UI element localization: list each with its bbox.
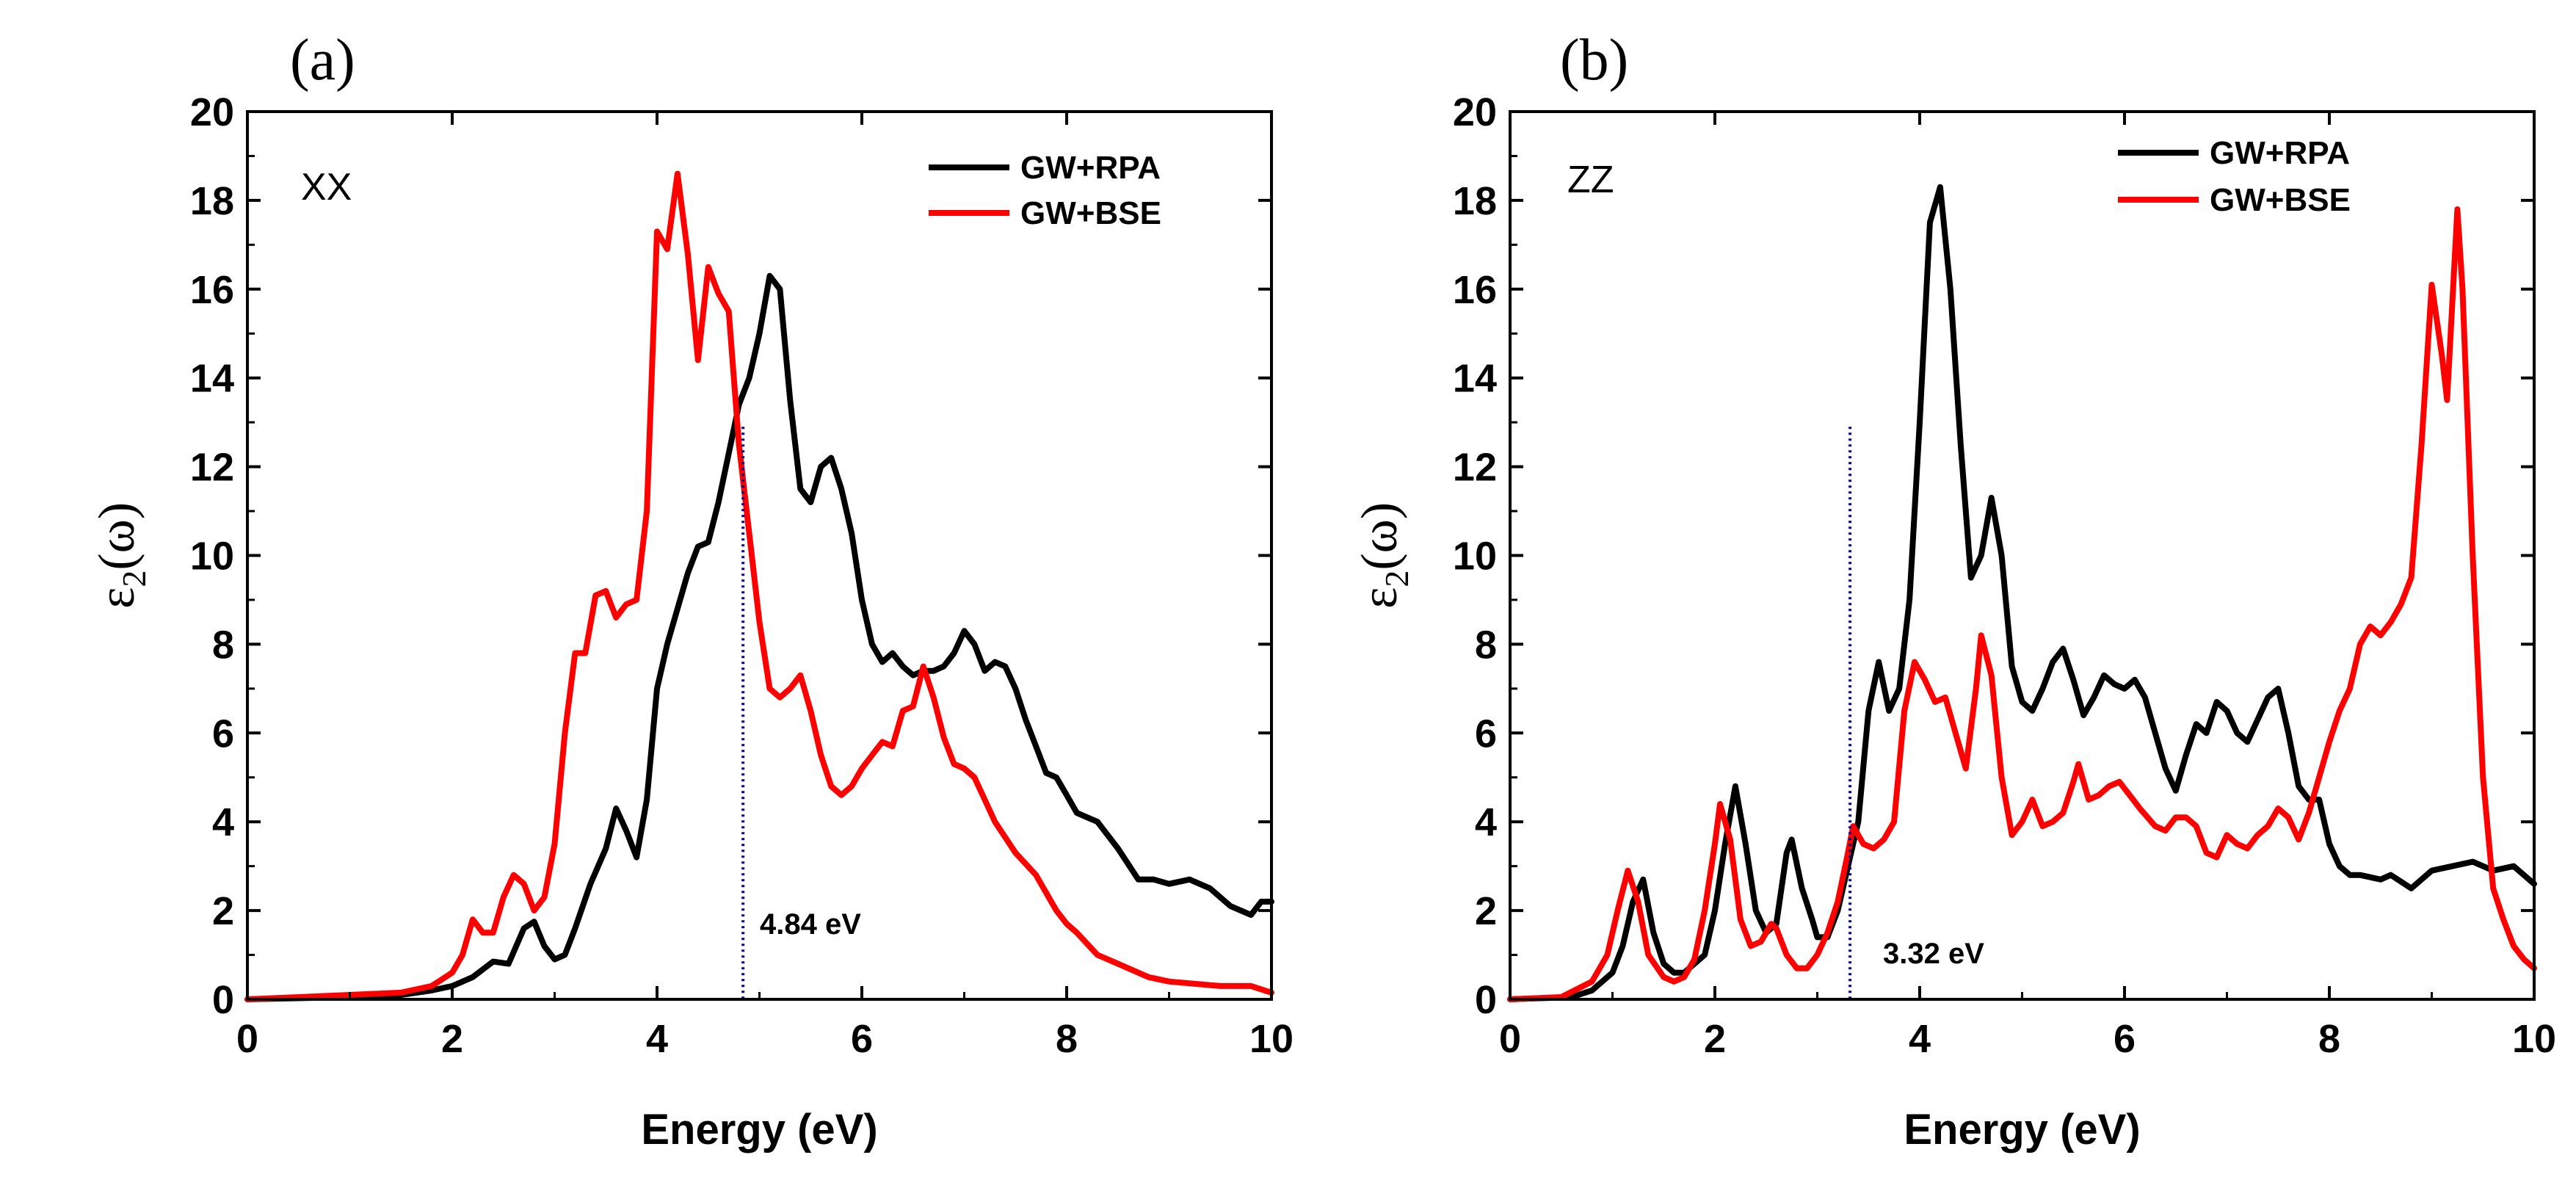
- series-line-gw-rpa: [244, 272, 1274, 1002]
- y-tick-label: 10: [190, 535, 234, 579]
- y-label-symbol: ε: [89, 587, 145, 609]
- legend: GW+RPA GW+BSE: [929, 150, 1161, 231]
- y-axis-label: ε2(ω): [89, 502, 153, 609]
- y-label-argument: (ω): [89, 502, 145, 571]
- y-tick-label: 14: [1453, 357, 1497, 401]
- y-tick-label: 12: [190, 446, 234, 490]
- y-tick-label: 18: [190, 179, 234, 223]
- x-tick-label: 8: [1056, 1017, 1078, 1061]
- series-line-gw-rpa: [1507, 184, 2537, 1002]
- x-tick-label: 0: [1499, 1017, 1521, 1061]
- plot-frame: [1509, 110, 2536, 1001]
- annotation-label: 4.84 eV: [760, 908, 861, 941]
- y-tick-label: 8: [1475, 623, 1497, 667]
- y-tick-label: 2: [212, 889, 234, 933]
- x-tick-label: 2: [1704, 1017, 1726, 1061]
- x-tick-label: 6: [851, 1017, 873, 1061]
- y-tick-label: 0: [212, 978, 234, 1022]
- y-label-subscript: 2: [1378, 571, 1415, 587]
- component-label: XX: [301, 166, 352, 209]
- y-tick-label: 4: [212, 800, 234, 844]
- x-tick-label: 0: [236, 1017, 258, 1061]
- y-tick-label: 10: [1453, 535, 1497, 579]
- y-tick-label: 20: [1453, 90, 1497, 134]
- panel-label: (a): [290, 28, 355, 93]
- panel-label: (b): [1560, 28, 1628, 93]
- y-tick-label: 14: [190, 357, 234, 401]
- y-tick-label: 20: [190, 90, 234, 134]
- legend-label: GW+BSE: [2210, 182, 2351, 218]
- x-axis-label: Energy (eV): [641, 1106, 877, 1154]
- x-tick-label: 4: [646, 1017, 668, 1061]
- y-tick-label: 0: [1475, 978, 1497, 1022]
- y-label-symbol: ε: [1352, 587, 1408, 609]
- legend-label: GW+RPA: [2210, 135, 2350, 171]
- y-tick-label: 18: [1453, 179, 1497, 223]
- y-tick-label: 16: [1453, 268, 1497, 312]
- y-tick-label: 2: [1475, 889, 1497, 933]
- annotation-label: 3.32 eV: [1883, 938, 1984, 970]
- y-tick-label: 16: [190, 268, 234, 312]
- series-line-gw-bse: [1507, 206, 2537, 1002]
- panel-a: (a) 4.84 eV 0 2 4 6 8 10 0 2 4 6 8 10 12 14 16 18 20 Energy…: [89, 28, 1294, 1154]
- x-axis-label: Energy (eV): [1904, 1106, 2140, 1154]
- x-tick-label: 2: [441, 1017, 463, 1061]
- y-label-argument: (ω): [1352, 502, 1408, 571]
- legend-label: GW+RPA: [1020, 150, 1161, 186]
- panel-b: (b) 3.32 eV 0 2 4 6 8 10 0 2 4 6 8 10 12 14 16 18 20 Energy…: [1352, 28, 2556, 1154]
- plot-frame: [246, 110, 1273, 1001]
- y-label-subscript: 2: [115, 571, 153, 587]
- y-tick-label: 6: [212, 711, 234, 756]
- y-tick-label: 8: [212, 623, 234, 667]
- legend-label: GW+BSE: [1020, 195, 1161, 231]
- series-line-gw-bse: [244, 170, 1274, 1002]
- y-tick-label: 12: [1453, 446, 1497, 490]
- legend: GW+RPA GW+BSE: [2118, 135, 2351, 218]
- component-label: ZZ: [1567, 159, 1614, 201]
- x-tick-label: 8: [2318, 1017, 2340, 1061]
- y-tick-label: 4: [1475, 800, 1497, 844]
- x-tick-label: 6: [2114, 1017, 2136, 1061]
- y-axis-label: ε2(ω): [1352, 502, 1415, 609]
- y-tick-label: 6: [1475, 711, 1497, 756]
- x-tick-label: 10: [1249, 1017, 1294, 1061]
- x-tick-label: 4: [1909, 1017, 1931, 1061]
- x-tick-label: 10: [2512, 1017, 2556, 1061]
